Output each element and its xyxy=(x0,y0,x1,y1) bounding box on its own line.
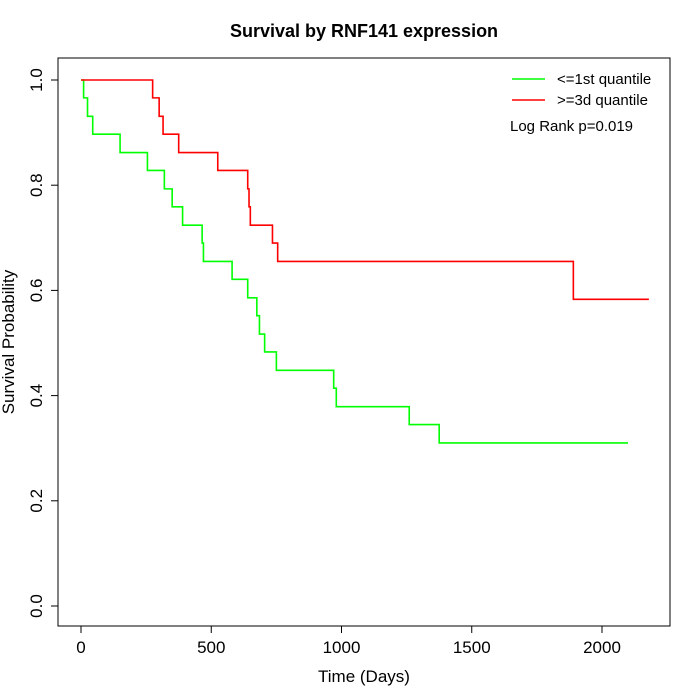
y-axis: 0.0 0.2 0.4 0.6 0.8 1.0 xyxy=(27,68,59,618)
survival-curve-low xyxy=(81,79,629,444)
x-tick-label: 2000 xyxy=(583,638,621,657)
y-tick-label: 1.0 xyxy=(27,68,46,92)
y-tick-label: 0.4 xyxy=(27,384,46,408)
y-tick-label: 0.8 xyxy=(27,173,46,197)
x-tick-label: 500 xyxy=(197,638,225,657)
y-tick-label: 0.2 xyxy=(27,489,46,513)
x-tick-label: 0 xyxy=(76,638,85,657)
log-rank-annotation: Log Rank p=0.019 xyxy=(510,118,633,135)
series-layer xyxy=(81,79,649,444)
legend-entry-high: >=3d quantile xyxy=(557,92,648,109)
legend: <=1st quantile >=3d quantile Log Rank p=… xyxy=(510,71,651,135)
chart-title: Survival by RNF141 expression xyxy=(230,21,498,41)
legend-entry-low: <=1st quantile xyxy=(557,71,651,88)
y-tick-label: 0.0 xyxy=(27,594,46,618)
survival-curve-high xyxy=(81,79,649,301)
y-tick-label: 0.6 xyxy=(27,279,46,303)
x-axis-label: Time (Days) xyxy=(318,667,410,686)
y-axis-label: Survival Probability xyxy=(0,269,18,414)
x-tick-label: 1500 xyxy=(453,638,491,657)
x-tick-label: 1000 xyxy=(323,638,361,657)
x-axis: 0 500 1000 1500 2000 xyxy=(76,625,621,657)
